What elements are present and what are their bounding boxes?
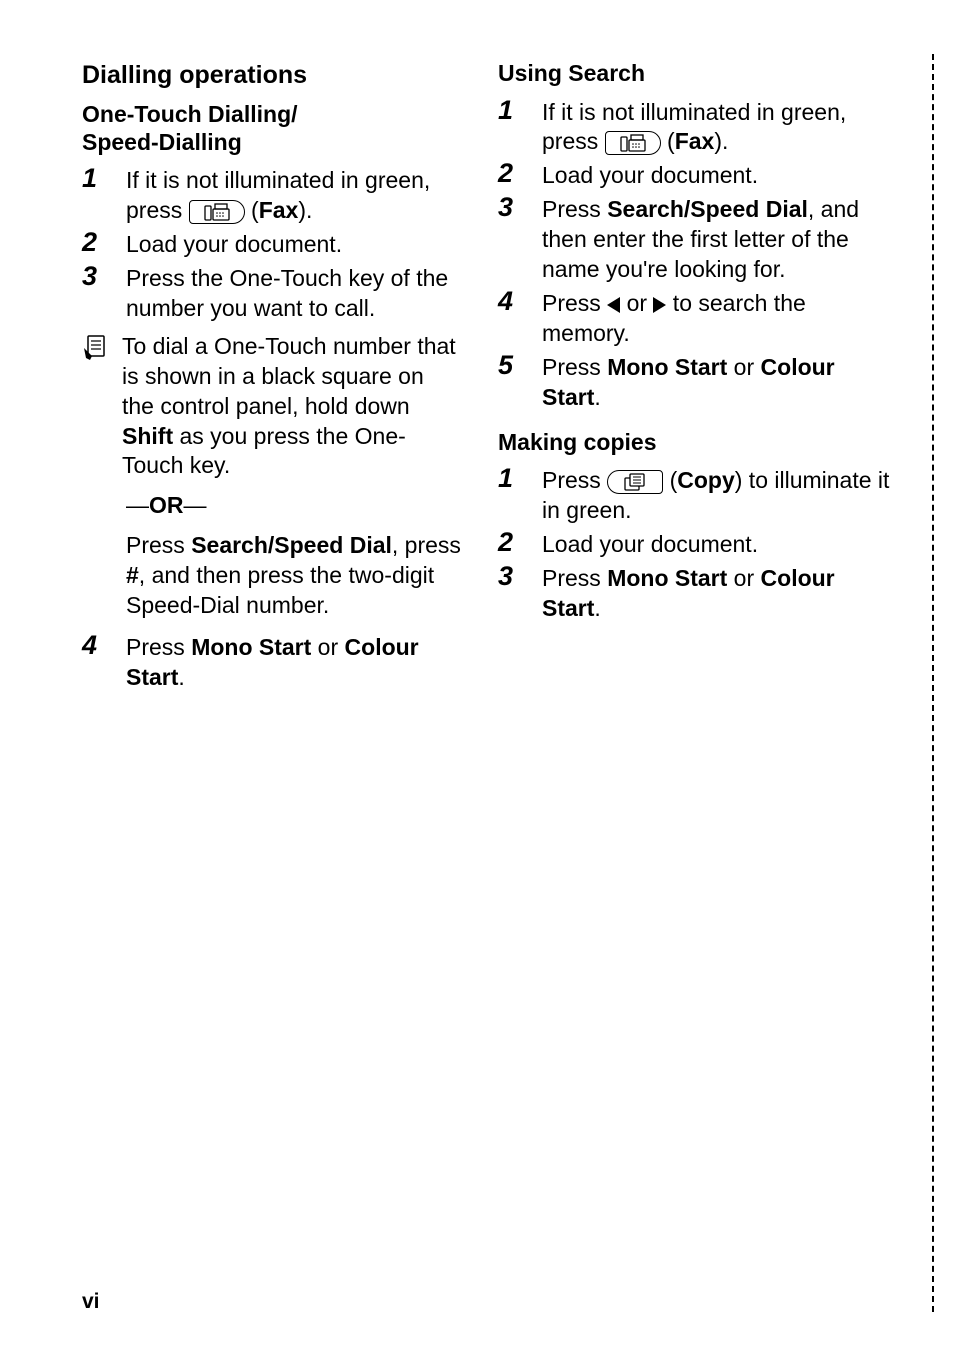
note-icon: [82, 332, 122, 366]
step-item: 4Press or to search the memory.: [498, 287, 898, 349]
step-text: Press (Copy) to illuminate it in green.: [542, 464, 898, 526]
note-text: To dial a One-Touch number that is shown…: [122, 332, 462, 481]
step-text: If it is not illuminated in green, press…: [126, 164, 462, 226]
note-block: To dial a One-Touch number that is shown…: [82, 332, 462, 481]
page-number: vi: [82, 1290, 100, 1314]
left-arrow-icon: [607, 297, 620, 313]
subsection-heading: One-Touch Dialling/Speed-Dialling: [82, 101, 462, 156]
step-item: 3Press Mono Start or Colour Start.: [498, 562, 898, 624]
fax-button-icon: [605, 131, 661, 155]
or-label: —OR—: [126, 491, 462, 521]
fax-button-icon: [189, 200, 245, 224]
step-number: 1: [82, 164, 126, 192]
steps-list: 1If it is not illuminated in green, pres…: [498, 96, 898, 413]
step-item: 3Press the One-Touch key of the number y…: [82, 262, 462, 324]
right-arrow-icon: [653, 297, 666, 313]
step-number: 3: [498, 562, 542, 590]
step-number: 4: [498, 287, 542, 315]
step-item: 1If it is not illuminated in green, pres…: [498, 96, 898, 158]
or-body: Press Search/Speed Dial, press #, and th…: [126, 531, 462, 621]
step-number: 1: [498, 464, 542, 492]
steps-list: 1Press (Copy) to illuminate it in green.…: [498, 464, 898, 623]
steps-list: 4Press Mono Start or Colour Start.: [82, 631, 462, 693]
step-number: 4: [82, 631, 126, 659]
step-number: 3: [498, 193, 542, 221]
step-text: Press Mono Start or Colour Start.: [126, 631, 462, 693]
step-number: 5: [498, 351, 542, 379]
step-number: 2: [82, 228, 126, 256]
step-text: Press Mono Start or Colour Start.: [542, 562, 898, 624]
step-item: 2Load your document.: [498, 528, 898, 560]
step-item: 4Press Mono Start or Colour Start.: [82, 631, 462, 693]
cut-line: [932, 54, 934, 1312]
step-text: Load your document.: [542, 159, 758, 191]
step-item: 1If it is not illuminated in green, pres…: [82, 164, 462, 226]
step-text: Load your document.: [126, 228, 342, 260]
step-text: Press or to search the memory.: [542, 287, 898, 349]
step-text: Load your document.: [542, 528, 758, 560]
step-number: 3: [82, 262, 126, 290]
step-item: 2Load your document.: [82, 228, 462, 260]
step-text: Press the One-Touch key of the number yo…: [126, 262, 462, 324]
steps-list: 1If it is not illuminated in green, pres…: [82, 164, 462, 323]
step-number: 1: [498, 96, 542, 124]
step-item: 2Load your document.: [498, 159, 898, 191]
step-number: 2: [498, 528, 542, 556]
step-item: 3Press Search/Speed Dial, and then enter…: [498, 193, 898, 285]
step-item: 1Press (Copy) to illuminate it in green.: [498, 464, 898, 526]
step-item: 5Press Mono Start or Colour Start.: [498, 351, 898, 413]
step-number: 2: [498, 159, 542, 187]
step-text: Press Search/Speed Dial, and then enter …: [542, 193, 898, 285]
subsection-heading: Using Search: [498, 60, 898, 88]
step-text: Press Mono Start or Colour Start.: [542, 351, 898, 413]
copy-button-icon: [607, 470, 663, 494]
subsection-heading: Making copies: [498, 429, 898, 457]
step-text: If it is not illuminated in green, press…: [542, 96, 898, 158]
section-heading: Dialling operations: [82, 60, 462, 91]
